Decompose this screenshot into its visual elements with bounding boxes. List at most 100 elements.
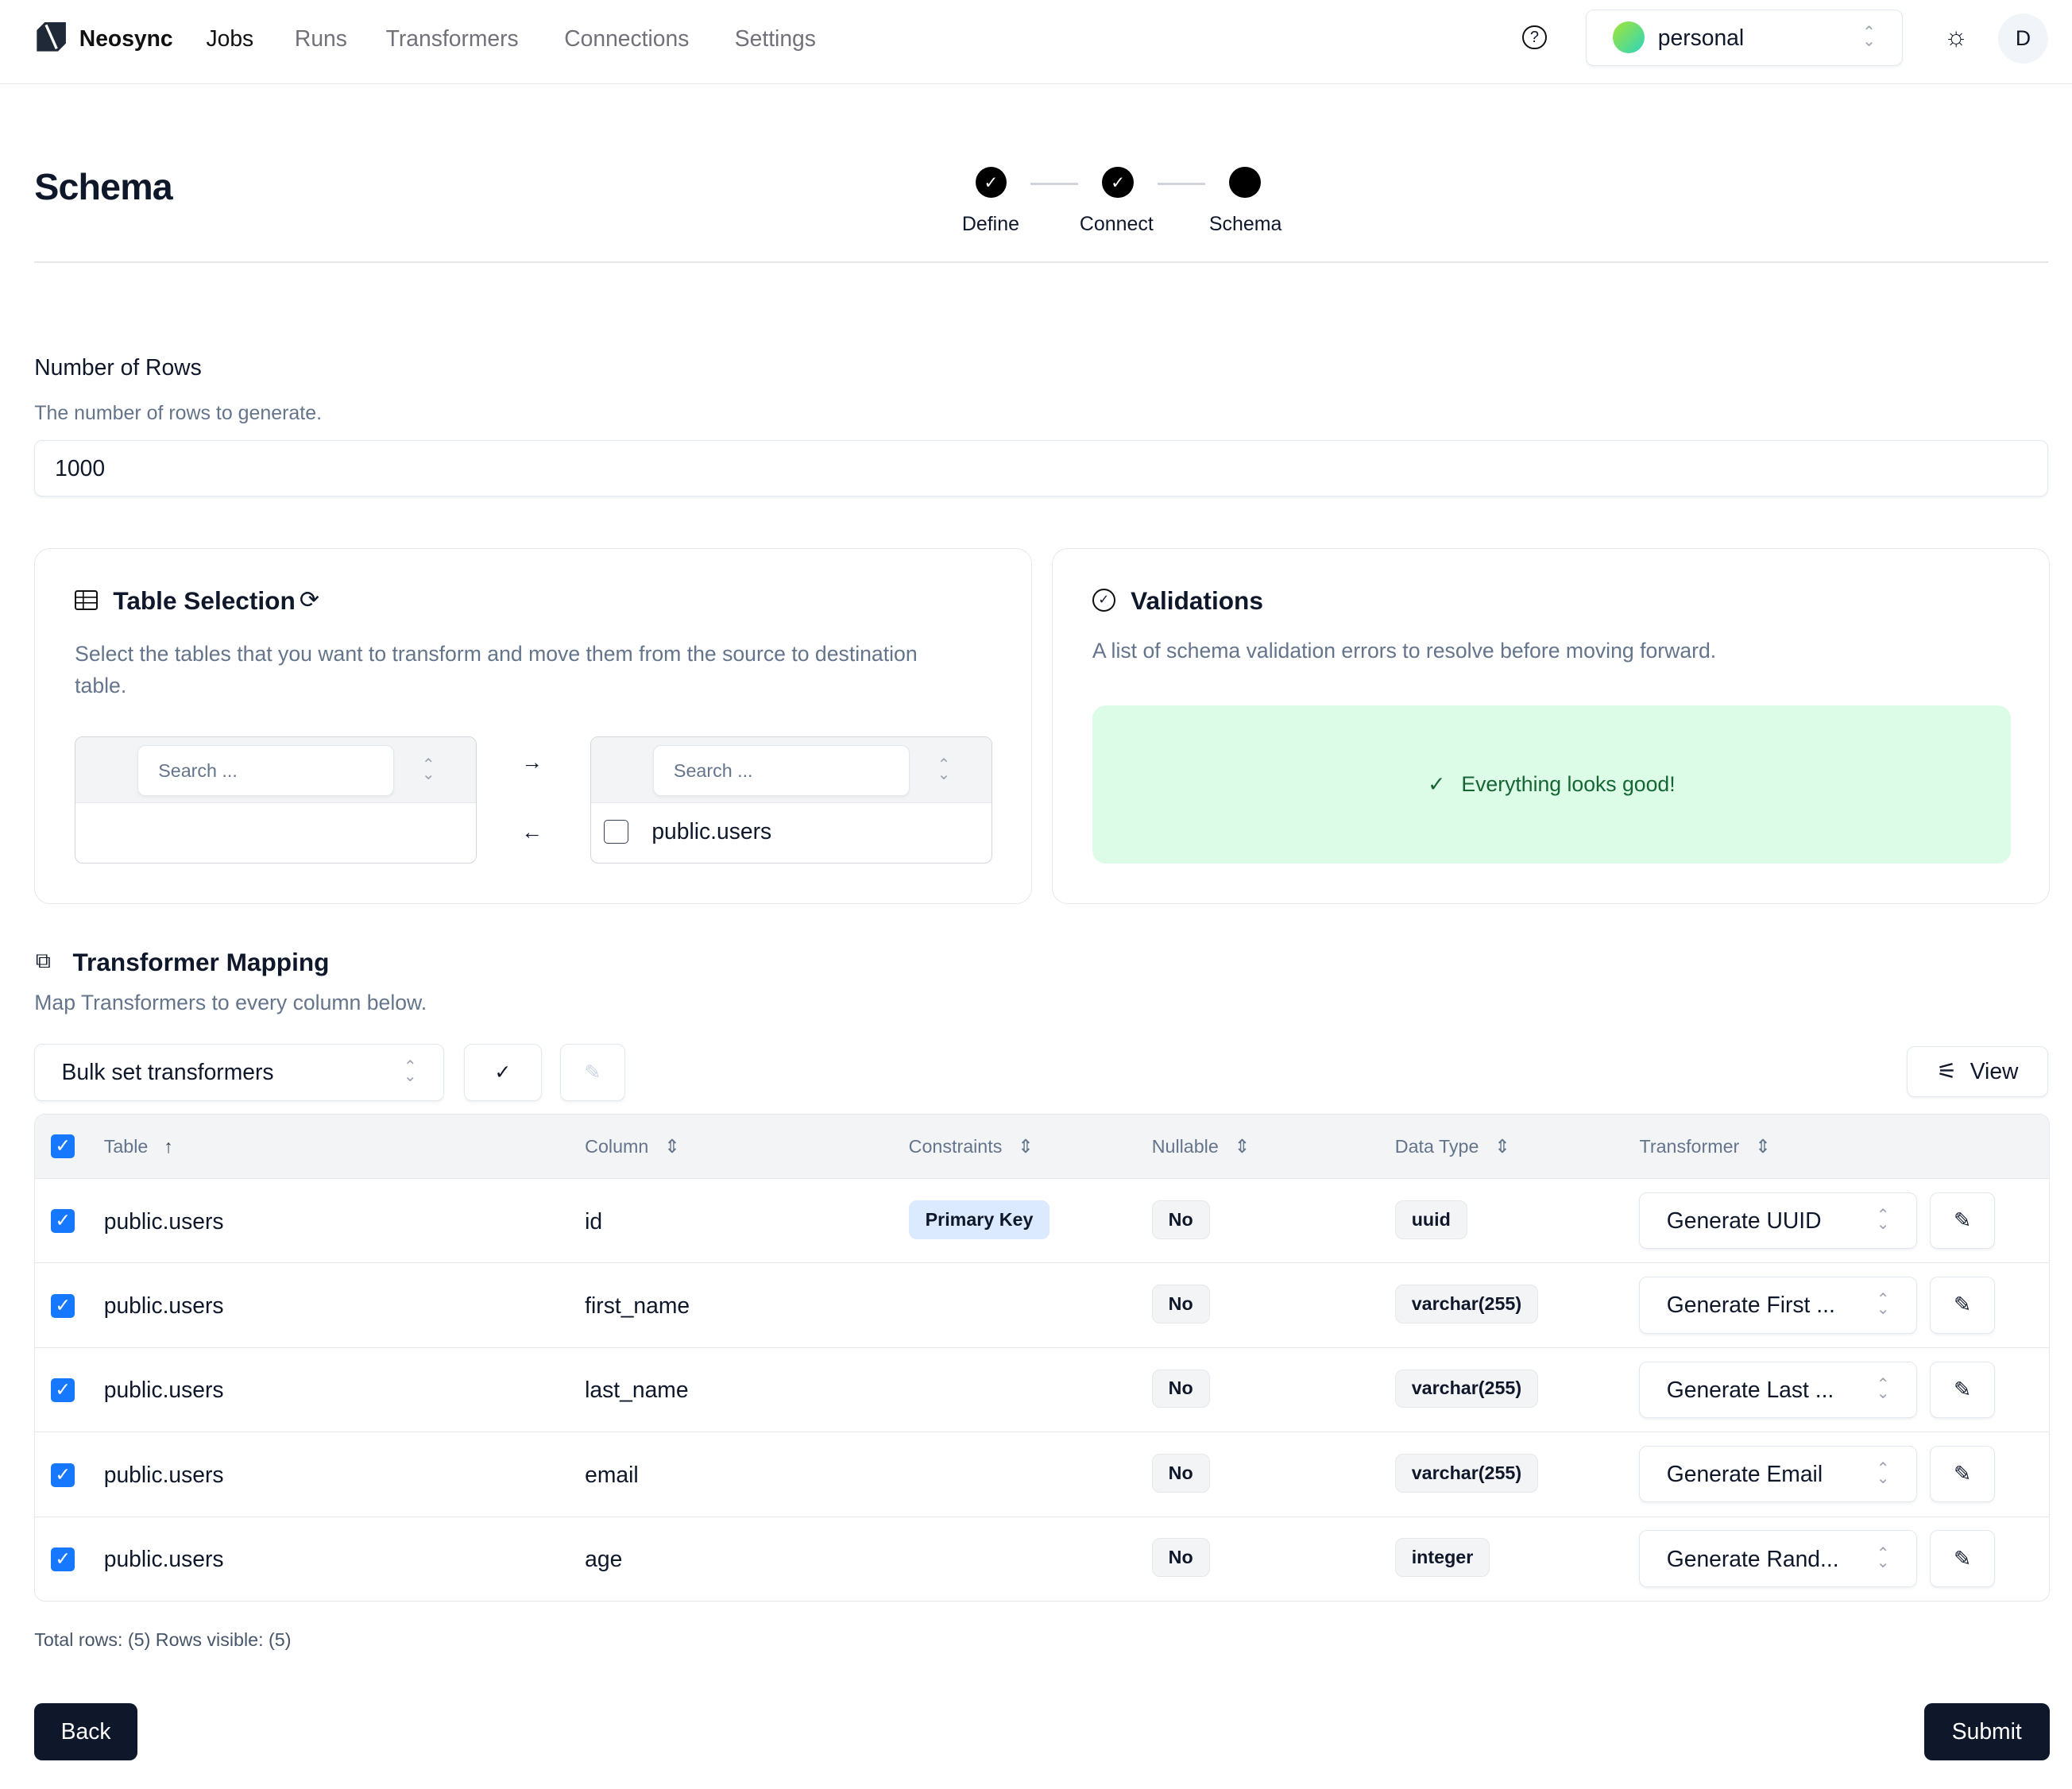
chevron-updown-icon: ⌃ ⌄ bbox=[403, 1058, 417, 1085]
source-list: Search ... ⌃ ⌄ bbox=[75, 736, 477, 864]
mapping-table: ✓ Table ↑ Column ⇕ Constraints ⇕ Nullabl… bbox=[34, 1114, 2051, 1602]
cell-column: email bbox=[585, 1461, 639, 1487]
move-left-arrow-icon[interactable]: ← bbox=[521, 820, 543, 844]
rows-input[interactable]: 1000 bbox=[34, 439, 2049, 497]
row-count: Total rows: (5) Rows visible: (5) bbox=[34, 1629, 292, 1650]
apply-bulk-button[interactable]: ✓ bbox=[463, 1044, 542, 1101]
destination-list: Search ... ⌃ ⌄ public.users bbox=[590, 736, 992, 864]
sliders-icon: ⚟ bbox=[1936, 1058, 1958, 1084]
row-checkbox[interactable]: ✓ bbox=[51, 1378, 75, 1403]
table-checkbox[interactable] bbox=[604, 819, 628, 844]
refresh-icon[interactable]: ⟳ bbox=[299, 586, 319, 613]
bulk-edit-button[interactable]: ✎ bbox=[560, 1044, 625, 1101]
cell-table: public.users bbox=[103, 1461, 224, 1487]
account-name: personal bbox=[1657, 24, 1745, 50]
header-table[interactable]: Table ↑ bbox=[103, 1135, 173, 1157]
data-type-badge: integer bbox=[1394, 1538, 1490, 1578]
data-type-badge: varchar(255) bbox=[1394, 1369, 1539, 1408]
table-row: ✓ public.users age No integer Generate Rand..… bbox=[35, 1516, 2050, 1601]
chevron-updown-icon: ⌃ ⌄ bbox=[1876, 1375, 1890, 1403]
constraint-badge: Primary Key bbox=[908, 1200, 1050, 1239]
cell-table: public.users bbox=[103, 1207, 224, 1234]
step-label: Define bbox=[961, 212, 1019, 235]
cell-column: age bbox=[585, 1546, 623, 1572]
chevron-updown-icon: ⌃ ⌄ bbox=[1876, 1291, 1890, 1318]
nav-settings[interactable]: Settings bbox=[734, 25, 816, 51]
nav-runs[interactable]: Runs bbox=[294, 25, 347, 51]
table-selection-card: Table Selection ⟳ Select the tables that… bbox=[34, 548, 1033, 905]
pencil-icon: ✎ bbox=[1954, 1292, 1972, 1317]
brand-link[interactable]: Neosync bbox=[79, 25, 173, 51]
chevron-updown-icon[interactable]: ⌃ ⌄ bbox=[421, 756, 435, 784]
cell-table: public.users bbox=[103, 1546, 224, 1572]
transformer-select[interactable]: Generate UUID ⌃ ⌄ bbox=[1639, 1192, 1917, 1250]
back-button[interactable]: Back bbox=[34, 1702, 137, 1760]
bulk-transformer-select[interactable]: Bulk set transformers ⌃ ⌄ bbox=[34, 1044, 444, 1101]
source-search-input[interactable]: Search ... bbox=[137, 745, 394, 796]
card-description: A list of schema validation errors to re… bbox=[1092, 639, 1717, 663]
cell-table: public.users bbox=[103, 1377, 224, 1403]
sort-asc-icon: ↑ bbox=[164, 1135, 173, 1157]
move-right-arrow-icon[interactable]: → bbox=[521, 750, 543, 775]
card-description: Select the tables that you want to trans… bbox=[75, 642, 918, 698]
page-title: Schema bbox=[34, 165, 172, 207]
user-avatar[interactable]: D bbox=[1997, 13, 2049, 64]
list-item[interactable]: public.users bbox=[651, 817, 772, 844]
edit-transformer-button[interactable]: ✎ bbox=[1930, 1361, 1995, 1419]
edit-transformer-button[interactable]: ✎ bbox=[1930, 1277, 1995, 1334]
destination-search-input[interactable]: Search ... bbox=[652, 745, 910, 796]
pencil-icon: ✎ bbox=[584, 1061, 601, 1084]
table-header: ✓ Table ↑ Column ⇕ Constraints ⇕ Nullabl… bbox=[35, 1115, 2050, 1178]
nav-transformers[interactable]: Transformers bbox=[385, 25, 519, 51]
chevron-updown-icon[interactable]: ⌃ ⌄ bbox=[937, 756, 951, 784]
nav-jobs[interactable]: Jobs bbox=[206, 25, 254, 51]
top-nav: Neosync Jobs Runs Transformers Connectio… bbox=[0, 0, 2072, 84]
view-options-button[interactable]: ⚟ View bbox=[1907, 1046, 2049, 1097]
pencil-icon: ✎ bbox=[1954, 1462, 1972, 1486]
row-checkbox[interactable]: ✓ bbox=[51, 1293, 75, 1318]
transformer-select[interactable]: Generate First ... ⌃ ⌄ bbox=[1639, 1277, 1917, 1334]
sort-icon: ⇕ bbox=[664, 1135, 680, 1157]
nullable-badge: No bbox=[1151, 1285, 1210, 1323]
header-nullable[interactable]: Nullable ⇕ bbox=[1151, 1135, 1251, 1157]
row-checkbox[interactable]: ✓ bbox=[51, 1548, 75, 1571]
table-row: ✓ public.users last_name No varchar(255) Gene… bbox=[35, 1347, 2050, 1432]
pencil-icon: ✎ bbox=[1954, 1546, 1972, 1571]
cell-column: last_name bbox=[585, 1377, 689, 1403]
nav-connections[interactable]: Connections bbox=[564, 25, 690, 51]
submit-button[interactable]: Submit bbox=[1923, 1702, 2050, 1760]
chevron-updown-icon: ⌃ ⌄ bbox=[1862, 23, 1876, 51]
cell-table: public.users bbox=[103, 1292, 224, 1319]
nullable-badge: No bbox=[1151, 1453, 1210, 1493]
row-checkbox[interactable]: ✓ bbox=[51, 1209, 75, 1234]
table-row: ✓ public.users first_name No varchar(255) Gen… bbox=[35, 1262, 2050, 1347]
edit-transformer-button[interactable]: ✎ bbox=[1930, 1530, 1995, 1587]
step-check-icon: ✓ bbox=[975, 166, 1007, 199]
cell-column: id bbox=[585, 1207, 603, 1234]
header-transformer[interactable]: Transformer ⇕ bbox=[1639, 1135, 1771, 1157]
transformer-select[interactable]: Generate Rand... ⌃ ⌄ bbox=[1639, 1530, 1917, 1587]
validations-card: ✓ Validations A list of schema validatio… bbox=[1051, 548, 2051, 905]
edit-transformer-button[interactable]: ✎ bbox=[1930, 1445, 1995, 1503]
check-icon: ✓ bbox=[1428, 771, 1446, 796]
row-checkbox[interactable]: ✓ bbox=[51, 1462, 75, 1487]
transformer-mapping-icon: ⧉ bbox=[35, 949, 51, 973]
select-all-checkbox[interactable]: ✓ bbox=[51, 1134, 75, 1159]
nullable-badge: No bbox=[1151, 1538, 1210, 1578]
header-column[interactable]: Column ⇕ bbox=[585, 1135, 680, 1157]
nullable-badge: No bbox=[1151, 1200, 1210, 1239]
header-constraints[interactable]: Constraints ⇕ bbox=[908, 1135, 1034, 1157]
theme-toggle-sun-icon[interactable]: ☼ bbox=[1943, 22, 1969, 52]
header-data-type[interactable]: Data Type ⇕ bbox=[1394, 1135, 1510, 1157]
transformer-select[interactable]: Generate Last ... ⌃ ⌄ bbox=[1639, 1361, 1917, 1419]
neosync-logo-icon bbox=[37, 22, 67, 52]
account-avatar-icon bbox=[1613, 21, 1645, 54]
account-switcher[interactable]: personal ⌃ ⌄ bbox=[1585, 9, 1904, 67]
rows-label: Number of Rows bbox=[34, 354, 202, 380]
transformer-select[interactable]: Generate Email ⌃ ⌄ bbox=[1639, 1445, 1917, 1503]
help-icon[interactable]: ? bbox=[1522, 25, 1547, 50]
edit-transformer-button[interactable]: ✎ bbox=[1930, 1192, 1995, 1250]
data-type-badge: varchar(255) bbox=[1394, 1453, 1539, 1493]
rows-description: The number of rows to generate. bbox=[34, 401, 323, 424]
pencil-icon: ✎ bbox=[1954, 1377, 1972, 1401]
